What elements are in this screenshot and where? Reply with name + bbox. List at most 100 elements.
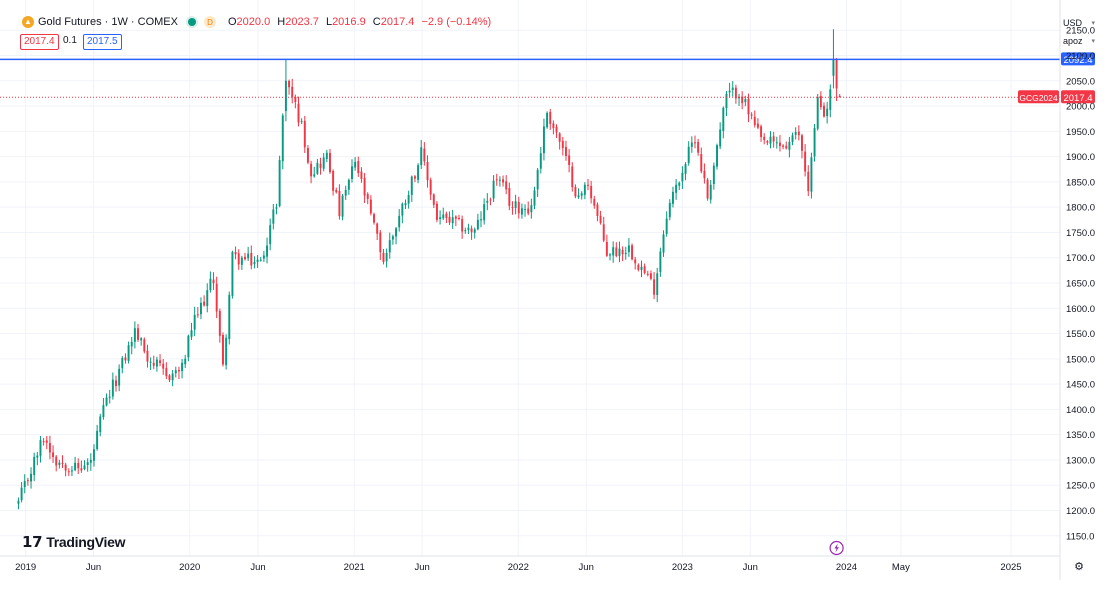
scale-mode-button[interactable]: apoz ▾ xyxy=(1063,33,1095,48)
price-tick-label: 1250.0 xyxy=(1066,481,1095,492)
candle xyxy=(536,167,539,198)
price-tick-label: 1900.0 xyxy=(1066,152,1095,163)
candle-body xyxy=(369,199,372,214)
candle-body xyxy=(237,253,240,265)
candle-body xyxy=(140,338,143,341)
candle xyxy=(89,453,92,471)
candle xyxy=(240,255,243,271)
sell-price-button[interactable]: 2017.4 xyxy=(20,34,59,50)
candle xyxy=(734,84,737,104)
price-tick-label: 1550.0 xyxy=(1066,329,1095,340)
candle-body xyxy=(199,302,202,315)
candle-body xyxy=(577,195,580,198)
time-tick-label: 2023 xyxy=(672,562,693,573)
candle-body xyxy=(502,179,505,183)
candle xyxy=(407,190,410,209)
symbol-title[interactable]: Gold Futures · 1W · COMEX xyxy=(38,16,178,28)
candle xyxy=(816,94,819,131)
buy-price-button[interactable]: 2017.5 xyxy=(83,34,122,50)
candle-body xyxy=(590,186,593,199)
candle xyxy=(555,124,558,139)
candle-body xyxy=(605,241,608,256)
candle-body xyxy=(539,153,542,169)
candle xyxy=(542,118,545,161)
candle-body xyxy=(640,266,643,271)
candle-body xyxy=(659,251,662,272)
price-tick-label: 2000.0 xyxy=(1066,102,1095,113)
candle-body xyxy=(171,373,174,381)
candle-body xyxy=(738,96,741,99)
time-tick-label: May xyxy=(892,562,910,573)
time-axis[interactable]: 2019 Jun 2020 Jun 2021 Jun 2022 Jun 2023 Jun 2024 M… xyxy=(0,555,1060,573)
candle-body xyxy=(621,249,624,255)
candle xyxy=(61,455,64,469)
candle-body xyxy=(413,176,416,179)
candle xyxy=(580,191,583,200)
candle xyxy=(369,195,372,216)
time-tick-label: Jun xyxy=(86,562,101,573)
time-tick-label: Jun xyxy=(250,562,265,573)
candle xyxy=(782,144,785,150)
candle-body xyxy=(420,147,423,165)
candle-body xyxy=(388,240,391,253)
candle-body xyxy=(278,160,281,207)
candle-body xyxy=(45,440,48,443)
candle xyxy=(86,458,89,472)
candle-body xyxy=(747,98,750,115)
candle xyxy=(335,187,338,194)
interval-badge[interactable]: D xyxy=(203,16,216,28)
candle xyxy=(587,178,589,191)
price-axis[interactable]: 1150.0 1200.0 1250.0 1300.0 1350.0 1400.0 1450… xyxy=(1059,0,1095,580)
candle-body xyxy=(162,363,165,369)
candle-body xyxy=(728,90,731,93)
candle xyxy=(310,160,313,184)
candle xyxy=(168,374,171,383)
candle-body xyxy=(133,328,136,342)
candle-body xyxy=(454,216,457,219)
candle-body xyxy=(675,184,678,193)
price-tick-label: 1600.0 xyxy=(1066,304,1095,315)
close-label: C xyxy=(372,16,381,28)
candle xyxy=(599,210,602,225)
candle-body xyxy=(360,171,363,180)
candle-body xyxy=(99,416,102,433)
candle-body xyxy=(328,152,331,173)
candle-body xyxy=(291,86,294,97)
candle-body xyxy=(410,176,413,195)
chevron-down-icon: ▾ xyxy=(1091,19,1095,27)
candle-body xyxy=(791,135,794,142)
candle xyxy=(738,93,741,106)
candle xyxy=(533,186,536,210)
candle xyxy=(269,218,272,251)
candle xyxy=(448,211,451,226)
gear-icon[interactable]: ⚙ xyxy=(1074,561,1084,573)
candle xyxy=(483,198,486,225)
currency-button[interactable]: USD ▾ xyxy=(1063,15,1095,30)
candle-body xyxy=(558,133,561,142)
candle-body xyxy=(240,257,243,265)
open-value: 2020.0 xyxy=(236,16,271,28)
candle-body xyxy=(102,405,105,418)
candle-body xyxy=(498,179,501,181)
candle xyxy=(184,354,187,369)
candle xyxy=(819,91,822,110)
candle xyxy=(668,199,671,221)
candle xyxy=(196,306,199,318)
price-tick-label: 1400.0 xyxy=(1066,405,1095,416)
candle xyxy=(618,241,621,263)
candle-body xyxy=(571,166,574,188)
candle-body xyxy=(819,95,822,108)
candle xyxy=(712,162,715,190)
candle xyxy=(429,177,432,201)
candle xyxy=(92,444,95,467)
candle xyxy=(631,243,634,261)
candle xyxy=(177,366,180,380)
candle-body xyxy=(564,146,567,156)
candle xyxy=(193,306,196,337)
candle-body xyxy=(373,214,375,223)
candle-body xyxy=(259,259,262,261)
candle-body xyxy=(338,190,341,217)
candle xyxy=(357,156,360,177)
candle xyxy=(347,178,350,195)
